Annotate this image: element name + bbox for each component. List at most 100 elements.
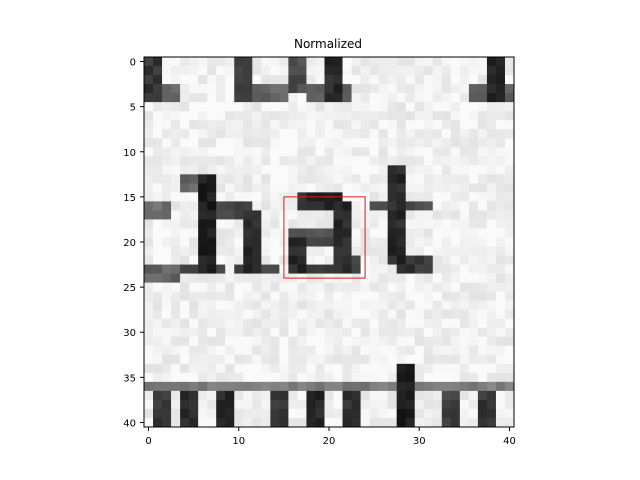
image-pixel [504, 156, 515, 166]
image-pixel [369, 282, 380, 293]
image-pixel [306, 291, 316, 302]
image-pixel [333, 372, 343, 383]
image-pixel [252, 219, 262, 229]
image-pixel [162, 255, 172, 265]
image-pixel [387, 66, 398, 76]
image-pixel [207, 120, 217, 130]
image-pixel [198, 138, 208, 148]
image-pixel [306, 246, 316, 256]
image-pixel [387, 192, 398, 202]
image-pixel [288, 111, 298, 121]
image-pixel [486, 138, 497, 148]
image-pixel [342, 309, 352, 320]
image-pixel [315, 291, 325, 302]
image-pixel [270, 210, 280, 220]
image-pixel [207, 246, 217, 256]
image-pixel [252, 120, 262, 130]
image-pixel [459, 354, 470, 365]
image-pixel [180, 408, 190, 419]
image-pixel [225, 120, 235, 130]
image-pixel [459, 237, 470, 247]
image-pixel [279, 417, 289, 428]
image-pixel [360, 318, 371, 329]
image-pixel [261, 192, 271, 202]
image-pixel [477, 84, 488, 94]
image-pixel [243, 300, 253, 311]
image-pixel [441, 300, 452, 311]
image-pixel [450, 156, 461, 166]
image-pixel [423, 111, 434, 121]
image-pixel [216, 363, 226, 374]
image-pixel [189, 84, 199, 94]
image-pixel [216, 210, 226, 220]
image-pixel [297, 336, 307, 347]
image-pixel [405, 174, 416, 184]
image-pixel [180, 345, 190, 356]
image-pixel [324, 93, 334, 103]
image-pixel [504, 309, 515, 320]
image-pixel [342, 390, 352, 401]
image-pixel [459, 120, 470, 130]
image-pixel [450, 57, 461, 67]
image-pixel [198, 183, 208, 193]
image-pixel [153, 264, 163, 274]
image-pixel [252, 237, 262, 247]
image-pixel [279, 282, 289, 293]
image-pixel [261, 345, 271, 356]
image-pixel [270, 84, 280, 94]
image-pixel [342, 174, 352, 184]
image-pixel [414, 327, 425, 338]
image-pixel [351, 147, 361, 157]
image-pixel [153, 246, 163, 256]
image-pixel [315, 201, 325, 211]
image-pixel [378, 174, 389, 184]
image-pixel [180, 318, 190, 329]
image-pixel [270, 318, 280, 329]
image-pixel [306, 93, 316, 103]
image-pixel [144, 183, 154, 193]
image-pixel [162, 66, 172, 76]
image-pixel [387, 129, 398, 139]
image-pixel [468, 210, 479, 220]
image-pixel [414, 210, 425, 220]
image-pixel [441, 120, 452, 130]
image-pixel [378, 237, 389, 247]
image-pixel [369, 165, 380, 175]
image-pixel [432, 399, 443, 410]
image-pixel [369, 318, 380, 329]
image-pixel [234, 336, 244, 347]
image-pixel [261, 417, 271, 428]
image-pixel [477, 183, 488, 193]
image-pixel [495, 264, 506, 274]
image-pixel [477, 138, 488, 148]
image-pixel [360, 102, 371, 112]
image-pixel [207, 84, 217, 94]
image-pixel [234, 129, 244, 139]
image-pixel [153, 120, 163, 130]
image-pixel [144, 255, 154, 265]
image-pixel [144, 327, 154, 338]
image-pixel [369, 219, 380, 229]
image-pixel [423, 309, 434, 320]
image-pixel [495, 408, 506, 419]
image-pixel [333, 66, 343, 76]
image-pixel [216, 75, 226, 85]
image-pixel [315, 318, 325, 329]
image-pixel [270, 165, 280, 175]
image-pixel [144, 156, 154, 166]
image-pixel [342, 408, 352, 419]
image-pixel [144, 300, 154, 311]
image-pixel [504, 327, 515, 338]
image-pixel [459, 156, 470, 166]
image-pixel [414, 345, 425, 356]
image-pixel [153, 210, 163, 220]
image-pixel [504, 291, 515, 302]
image-pixel [351, 129, 361, 139]
image-pixel [351, 363, 361, 374]
image-pixel [387, 291, 398, 302]
image-pixel [207, 156, 217, 166]
image-pixel [225, 219, 235, 229]
image-pixel [315, 336, 325, 347]
image-pixel [270, 300, 280, 311]
image-pixel [459, 84, 470, 94]
